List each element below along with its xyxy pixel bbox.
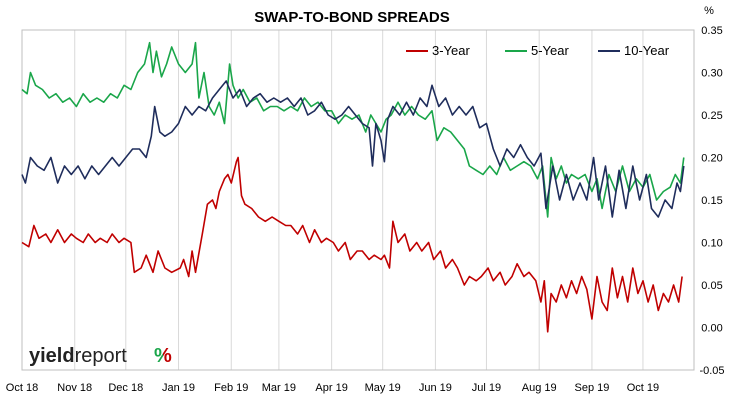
legend-label-3-year: 3-Year: [432, 43, 470, 58]
grid-lines: [74, 30, 644, 370]
y-tick-label: 0.30: [701, 68, 722, 80]
x-axis: Oct 18 Nov 18 Dec 18 Jan 19 Feb 19 Mar 19 Apr …: [6, 382, 659, 394]
x-tick-label: Oct 19: [627, 382, 659, 394]
y-tick-label: -0.05: [699, 365, 724, 377]
logo-text-report: report: [75, 345, 128, 367]
x-tick-label: Jun 19: [419, 382, 452, 394]
y-tick-label: 0.35: [701, 25, 722, 37]
series-line-3-year: [21, 156, 683, 333]
x-tick-label: Jul 19: [472, 382, 501, 394]
legend: 3-Year 5-Year 10-Year: [406, 43, 670, 58]
svg-text:yieldreport: yieldreport: [29, 345, 127, 367]
x-tick-label: May 19: [365, 382, 401, 394]
yieldreport-logo: yieldreport %: [29, 345, 172, 367]
y-tick-label: 0.10: [701, 238, 722, 250]
x-tick-label: Aug 19: [522, 382, 557, 394]
y-tick-label: 0.00: [701, 323, 722, 335]
y-axis-unit: %: [704, 5, 714, 17]
y-tick-label: 0.05: [701, 280, 722, 292]
x-tick-label: Feb 19: [214, 382, 248, 394]
plot-area-frame: [21, 29, 695, 371]
y-axis: -0.05 0.00 0.05 0.10 0.15 0.20 0.25 0.30 0.35: [699, 25, 724, 377]
x-tick-label: Apr 19: [315, 382, 347, 394]
y-tick-label: 0.25: [701, 110, 722, 122]
chart-title: SWAP-TO-BOND SPREADS: [254, 9, 450, 26]
legend-label-10-year: 10-Year: [624, 43, 670, 58]
x-tick-label: Sep 19: [574, 382, 609, 394]
x-tick-label: Jan 19: [162, 382, 195, 394]
x-tick-label: Mar 19: [262, 382, 296, 394]
x-tick-label: Dec 18: [108, 382, 143, 394]
x-tick-label: Nov 18: [57, 382, 92, 394]
x-tick-label: Oct 18: [6, 382, 38, 394]
series-lines: [21, 41, 685, 333]
y-tick-label: 0.15: [701, 195, 722, 207]
series-line-10-year: [21, 80, 685, 218]
logo-text-yield: yield: [29, 345, 75, 367]
legend-label-5-year: 5-Year: [531, 43, 569, 58]
series-line-5-year: [21, 41, 685, 218]
y-tick-label: 0.20: [701, 153, 722, 165]
logo-percent-icon: %: [154, 345, 172, 367]
